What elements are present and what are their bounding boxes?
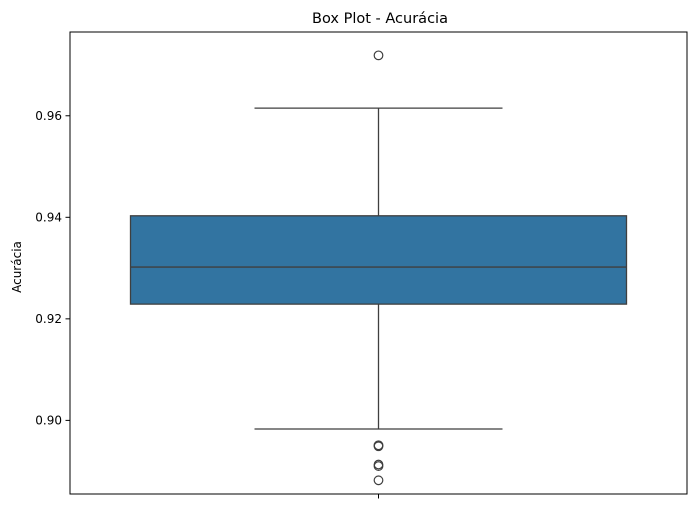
y-tick-label: 0.94 [35,210,62,224]
outlier-point [373,461,384,471]
chart-title: Box Plot - Acurácia [312,11,448,27]
y-tick-label: 0.96 [35,109,62,123]
plot-frame [69,31,688,495]
y-tick-label: 0.92 [35,312,62,326]
outlier-point [373,441,384,452]
y-axis-label: Acurácia [10,241,24,293]
interquartile-box [129,215,628,305]
outlier-point [373,475,384,486]
plot-area: 0.90 0.92 0.94 0.96 [35,50,628,499]
y-tick-label: 0.90 [35,413,62,427]
outlier-point [373,50,384,61]
